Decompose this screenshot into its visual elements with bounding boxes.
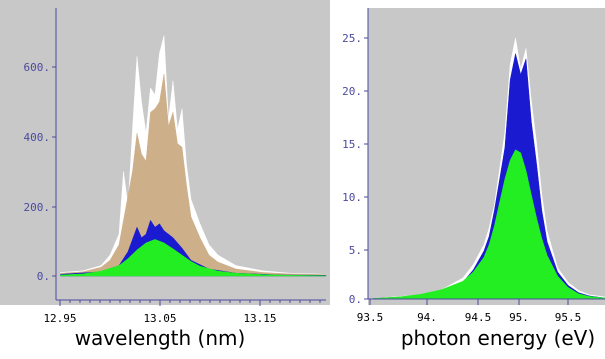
photon-energy-x-tick-label: 95.5 [555, 311, 582, 324]
photon-energy-x-tick-label: 94. [417, 311, 437, 324]
photon-energy-x-axis-label: photon energy (eV) [401, 326, 595, 350]
photon-energy-y-tick-label: 0. [349, 293, 362, 306]
photon-energy-x-tick-label: 95. [509, 311, 529, 324]
wavelength-x-tick-label: 13.05 [143, 312, 176, 325]
wavelength-y-tick-label: 0. [37, 270, 50, 283]
photon-energy-y-tick-label: 20. [342, 85, 362, 98]
wavelength-y-tick-label: 200. [24, 201, 51, 214]
wavelength-tick-group: 0. 200. 400. 600. 12.95 13.05 13.15 [24, 61, 321, 325]
wavelength-y-tick-label: 600. [24, 61, 51, 74]
wavelength-x-tick-label: 13.15 [243, 312, 276, 325]
wavelength-y-tick-label: 400. [24, 131, 51, 144]
photon-energy-x-tick-label: 94.5 [465, 311, 492, 324]
photon-energy-y-tick-label: 15. [342, 138, 362, 151]
photon-energy-y-tick-label: 25. [342, 32, 362, 45]
wavelength-panel: 0. 200. 400. 600. 12.95 13.05 13.15 wavelength… [0, 0, 330, 350]
wavelength-x-axis-label: wavelength (nm) [75, 326, 246, 350]
photon-energy-series-0-area [373, 37, 605, 300]
wavelength-series-1-area [60, 73, 327, 277]
photon-energy-tick-group: 0. 5. 10. 15. 20. 25. 93.5 94. 94.5 95. 95.5 [342, 32, 581, 324]
photon-energy-panel: 0. 5. 10. 15. 20. 25. 93.5 94. 94.5 95. 95.5 photo… [342, 8, 605, 350]
photon-energy-y-tick-label: 5. [349, 244, 362, 257]
photon-energy-x-tick-label: 93.5 [357, 311, 384, 324]
photon-energy-y-tick-label: 10. [342, 191, 362, 204]
wavelength-series-3-area [60, 239, 327, 277]
wavelength-x-tick-label: 12.95 [43, 312, 76, 325]
photon-energy-series-2-area [373, 149, 605, 300]
photon-energy-series-group [373, 37, 605, 300]
wavelength-series-group [60, 35, 327, 277]
